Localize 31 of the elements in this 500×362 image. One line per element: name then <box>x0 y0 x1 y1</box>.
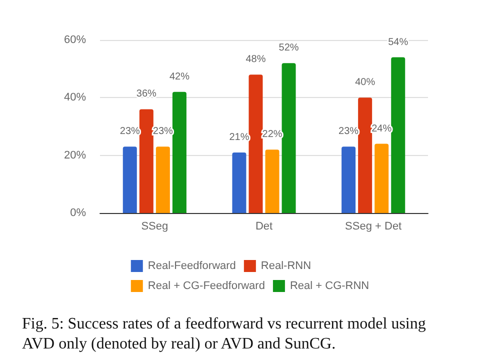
bar <box>358 98 372 213</box>
bar <box>122 146 137 213</box>
caption: Fig. 5: Success rates of a feedforward vs recurrent model using AVD only (denoted by real) or AVD and SunCG. <box>22 316 430 352</box>
x-tick-label: SSeg + Det <box>345 220 402 232</box>
data-label: 48% <box>246 54 266 66</box>
bar <box>282 63 296 213</box>
legend-label: Real + CG-RNN <box>290 280 370 292</box>
legend-label: Real-Feedforward <box>148 260 236 272</box>
bar <box>342 146 356 213</box>
x-tick-label: SSeg <box>141 220 168 232</box>
data-label: 23% <box>120 126 140 138</box>
data-label: 40% <box>355 77 376 88</box>
legend-label: Real + CG-Feedforward <box>148 280 265 292</box>
data-label: 36% <box>136 88 157 100</box>
x-tick-label: Det <box>255 220 273 232</box>
data-label: 42% <box>169 71 190 82</box>
bar <box>248 74 263 213</box>
y-tick-label: 0% <box>70 207 86 219</box>
bar <box>374 144 389 213</box>
y-tick-label: 20% <box>64 149 86 162</box>
y-tick-label: 40% <box>64 92 86 104</box>
data-label: 54% <box>388 36 408 48</box>
legend-label: Real-RNN <box>260 260 312 272</box>
bar <box>232 152 246 213</box>
data-label: 52% <box>278 42 299 54</box>
bar <box>265 150 280 213</box>
y-tick-label: 60% <box>64 34 86 46</box>
bar <box>139 109 154 213</box>
bar <box>172 92 186 213</box>
bar <box>156 146 170 213</box>
bar <box>391 57 406 213</box>
